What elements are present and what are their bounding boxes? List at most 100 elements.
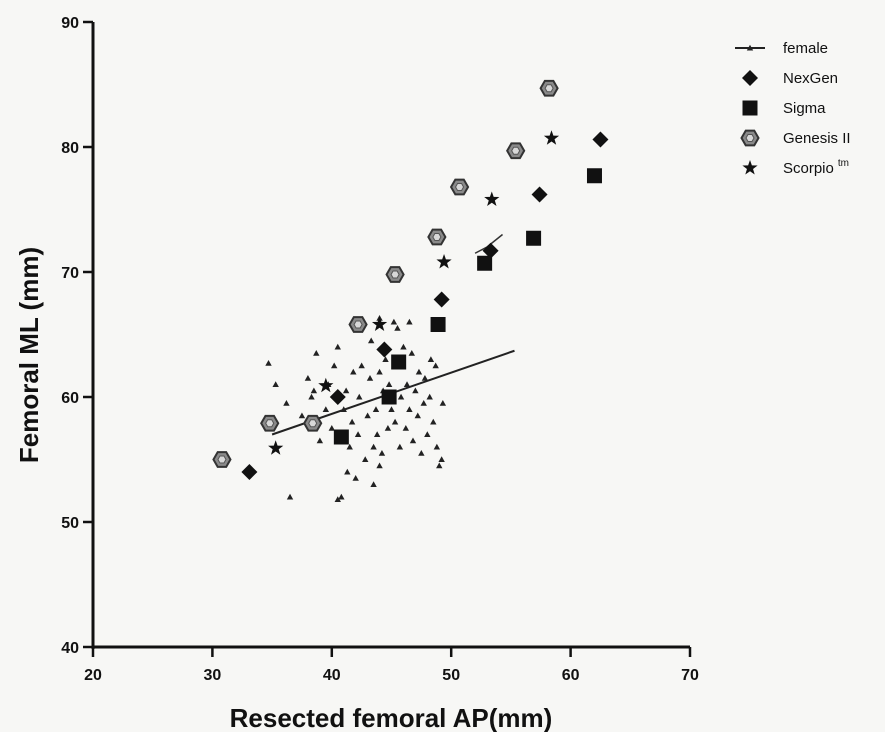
female-point: [406, 318, 413, 325]
female-point: [346, 443, 353, 450]
y-tick-label: 50: [61, 515, 79, 532]
female-point: [350, 368, 357, 375]
female-point: [427, 356, 435, 363]
female-point: [433, 443, 441, 450]
female-point: [362, 456, 369, 463]
female-point: [424, 431, 431, 438]
female-point: [286, 493, 294, 500]
x-tick-label: 60: [562, 667, 580, 684]
female-point: [352, 475, 359, 481]
genesis-ii-point: [427, 228, 447, 246]
female-point: [394, 325, 401, 331]
female-point: [412, 387, 419, 394]
female-point: [376, 368, 383, 375]
female-point: [376, 462, 383, 469]
legend-label-sigma: Sigma: [783, 100, 826, 117]
female-point: [382, 356, 389, 363]
female-point: [384, 425, 392, 431]
female-point: [328, 425, 335, 431]
female-point: [408, 350, 415, 356]
nexgen-point: [433, 291, 450, 308]
axes: [91, 22, 690, 649]
female-point: [402, 425, 410, 431]
legend-label-nexgen: NexGen: [783, 70, 838, 87]
x-tick-label: 50: [442, 667, 460, 684]
legend-genesis-ii-marker: [740, 129, 760, 147]
female-point: [430, 418, 437, 425]
y-tick-label: 40: [61, 640, 79, 657]
female-point: [354, 431, 362, 438]
y-axis-label: Femoral ML (mm): [14, 247, 44, 463]
sigma-point: [526, 230, 542, 246]
x-tick-label: 30: [204, 667, 222, 684]
genesis-ii-point: [449, 178, 470, 196]
x-axis-label: Resected femoral AP(mm): [230, 703, 553, 732]
female-point: [403, 381, 411, 388]
scorpio-point: [543, 130, 560, 145]
female-point: [265, 360, 272, 366]
x-tick-label: 70: [681, 667, 699, 684]
scorpio-point: [436, 254, 452, 269]
female-point: [358, 362, 365, 369]
female-point: [421, 375, 429, 381]
y-tick-label: 90: [61, 15, 79, 32]
sigma-point: [477, 255, 493, 271]
scorpio-point: [484, 191, 500, 206]
data-points: [212, 79, 609, 503]
genesis-ii-point: [348, 316, 368, 333]
genesis-ii-point: [385, 266, 405, 283]
scorpio-point: [318, 377, 334, 393]
female-point: [438, 456, 445, 463]
female-point: [378, 450, 386, 456]
female-point: [313, 350, 320, 356]
legend-label-genesis-ii: Genesis II: [783, 130, 851, 147]
nexgen-point: [531, 186, 548, 203]
female-point: [356, 393, 363, 400]
scorpio-point: [371, 316, 388, 331]
legend-sigma-marker: [742, 100, 758, 116]
female-point: [370, 443, 377, 450]
female-point: [330, 362, 338, 369]
sigma-point: [381, 389, 397, 405]
female-point: [388, 406, 395, 413]
female-point: [334, 343, 341, 350]
sigma-point: [586, 168, 602, 184]
female-point: [334, 496, 341, 503]
female-point: [272, 381, 279, 388]
female-point: [316, 437, 324, 444]
female-point: [344, 468, 351, 475]
nexgen-point: [241, 464, 258, 480]
female-point: [432, 362, 439, 369]
female-point: [370, 481, 377, 488]
legend-label-scorpio: Scorpio tm: [783, 158, 849, 177]
female-point: [406, 406, 413, 413]
x-tick-label: 20: [84, 667, 102, 684]
female-point: [308, 393, 315, 400]
y-tick-label: 60: [61, 390, 79, 407]
female-point: [391, 418, 399, 425]
female-point: [439, 400, 447, 406]
legend: female NexGen Sigma Genesis II Scorpio tm: [735, 40, 851, 177]
female-point: [409, 437, 417, 444]
female-point: [373, 431, 381, 438]
legend-scorpio-marker: [742, 160, 758, 175]
x-tick-label: 40: [323, 667, 341, 684]
sigma-point: [430, 317, 446, 332]
female-point: [298, 412, 306, 419]
female-point: [366, 375, 374, 381]
scorpio-point: [268, 440, 284, 455]
legend-female-marker: [746, 44, 754, 51]
legend-label-female: female: [783, 40, 828, 57]
female-point: [364, 412, 371, 419]
y-tick-label: 70: [61, 265, 79, 282]
nexgen-point: [592, 131, 609, 148]
female-point: [340, 406, 347, 413]
female-point: [396, 443, 404, 450]
female-point: [400, 343, 407, 350]
female-point: [342, 387, 350, 394]
female-point: [436, 462, 443, 469]
female-point: [372, 406, 380, 413]
female-point: [426, 393, 433, 400]
female-point: [414, 412, 421, 419]
